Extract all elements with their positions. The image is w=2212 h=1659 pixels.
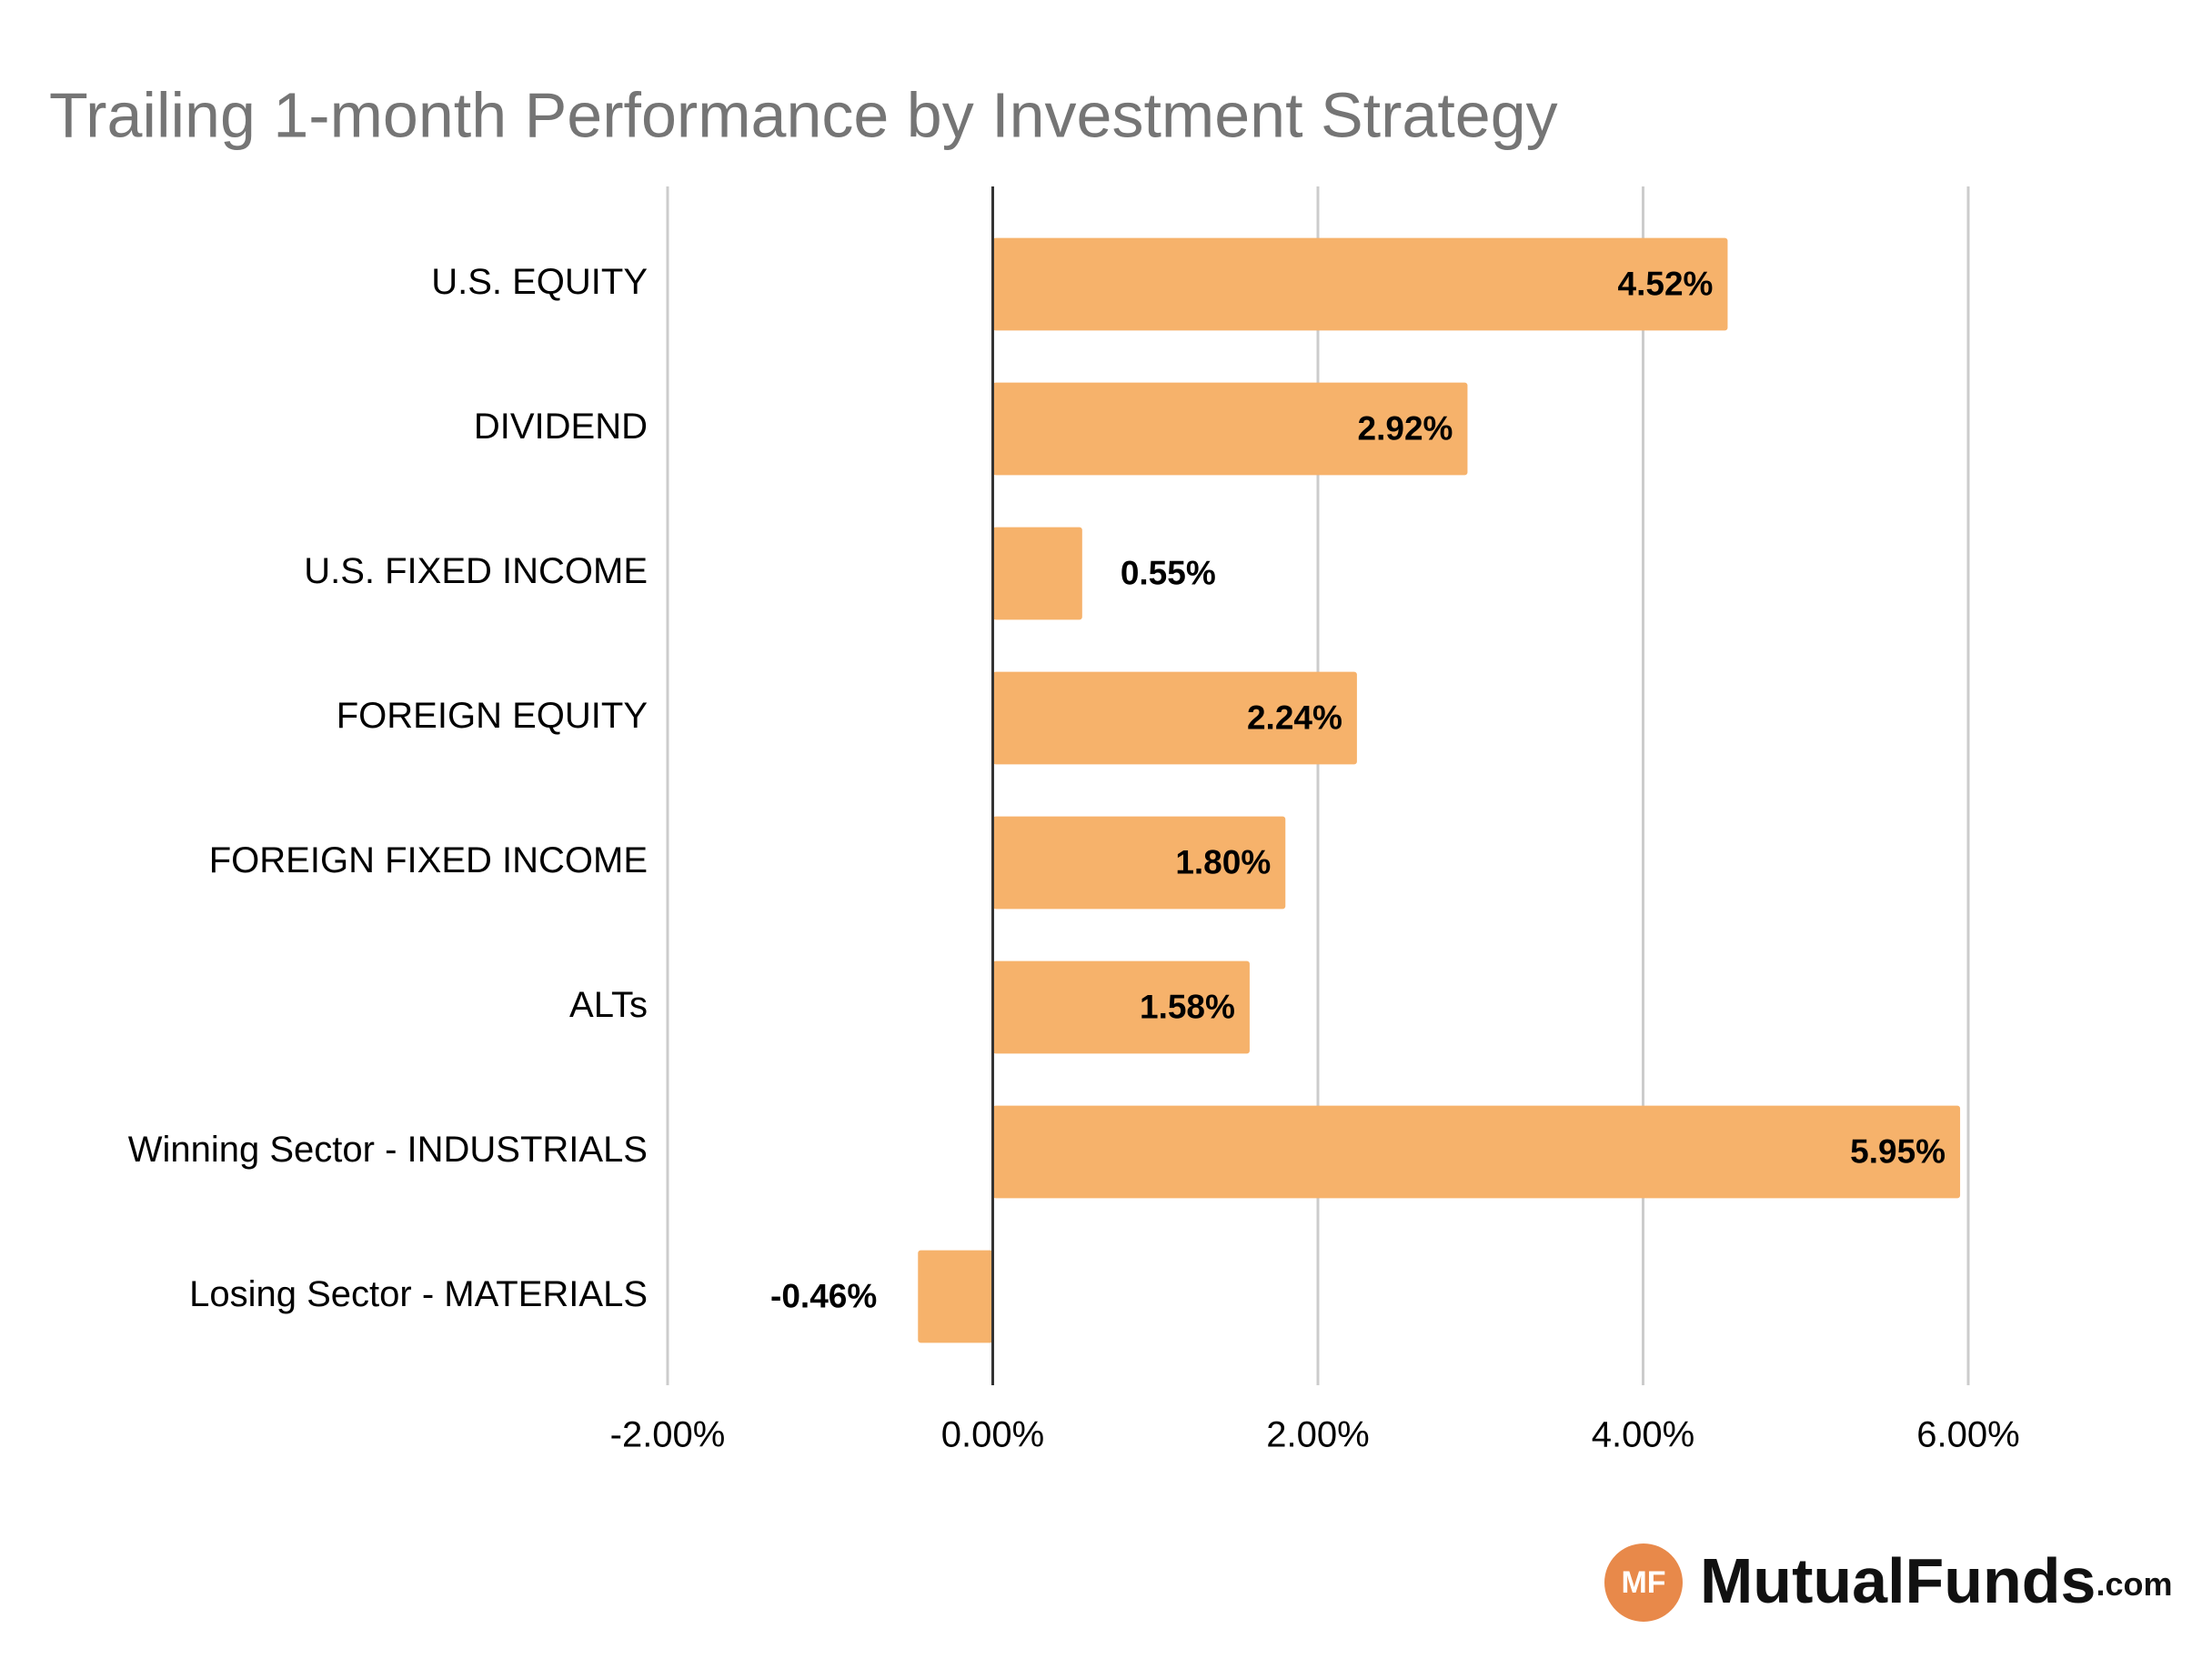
value-label: 1.80% [1175, 843, 1271, 880]
x-tick-label: 4.00% [1592, 1415, 1694, 1455]
logo: MF MutualFunds.com [1604, 1543, 2173, 1622]
category-label: ALTs [569, 985, 648, 1025]
bar [992, 671, 1357, 765]
x-tick-label: 2.00% [1266, 1415, 1369, 1455]
value-label: 2.92% [1358, 409, 1453, 447]
chart-title: Trailing 1-month Performance by Investme… [49, 79, 1558, 150]
x-tick-label: 0.00% [941, 1415, 1044, 1455]
bar [992, 527, 1082, 620]
value-label: -0.46% [770, 1277, 877, 1314]
category-label: DIVIDEND [474, 407, 648, 447]
category-label: U.S. FIXED INCOME [304, 551, 648, 591]
logo-name: MutualFunds.com [1700, 1545, 2173, 1616]
value-label: 0.55% [1121, 554, 1216, 591]
bar [992, 960, 1250, 1054]
category-label: Winning Sector - INDUSTRIALS [128, 1130, 648, 1170]
category-label: FOREIGN FIXED INCOME [209, 840, 648, 880]
bar [992, 237, 1728, 331]
logo-suffix: .com [2096, 1565, 2172, 1603]
bar [992, 1105, 1961, 1199]
x-tick-label: -2.00% [610, 1415, 726, 1455]
category-label: FOREIGN EQUITY [337, 696, 648, 736]
value-label: 4.52% [1618, 265, 1714, 302]
x-tick-label: 6.00% [1916, 1415, 2019, 1455]
logo-circle [1604, 1543, 1683, 1622]
logo-name-text: MutualFunds [1700, 1545, 2096, 1616]
value-label: 5.95% [1850, 1132, 1946, 1170]
value-label: 2.24% [1247, 699, 1342, 736]
bar [992, 382, 1468, 476]
bar [992, 816, 1286, 910]
bar [918, 1250, 993, 1343]
value-label: 1.58% [1140, 988, 1235, 1025]
category-label: Losing Sector - MATERIALS [189, 1274, 648, 1314]
logo-mark: MF [1621, 1565, 1665, 1600]
category-label: U.S. EQUITY [431, 262, 648, 302]
